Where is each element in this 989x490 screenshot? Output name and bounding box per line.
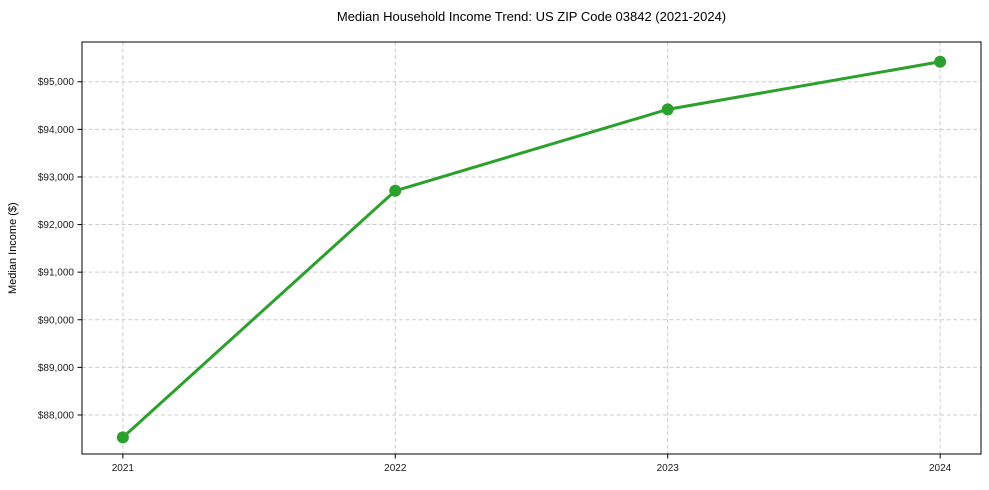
data-point-marker <box>661 103 674 116</box>
plot-border <box>81 41 982 455</box>
y-tick-label: $90,000 <box>38 315 75 326</box>
y-tick-label: $94,000 <box>38 125 75 136</box>
y-tick-label: $92,000 <box>38 220 75 231</box>
chart-title: Median Household Income Trend: US ZIP Co… <box>336 9 727 24</box>
x-tick-label: 2022 <box>384 463 407 474</box>
data-point-marker <box>934 55 947 68</box>
x-tick-label: 2024 <box>929 463 952 474</box>
data-point-marker <box>389 184 402 197</box>
x-tick-label: 2021 <box>112 463 135 474</box>
trend-line <box>121 60 942 439</box>
y-tick-label: $91,000 <box>38 268 75 279</box>
x-tick-label: 2023 <box>657 463 680 474</box>
y-tick-label: $89,000 <box>38 363 75 374</box>
data-point-marker <box>116 431 129 444</box>
y-tick-label: $93,000 <box>38 172 75 183</box>
y-tick-label: $95,000 <box>38 77 75 88</box>
y-tick-label: $88,000 <box>38 410 75 421</box>
